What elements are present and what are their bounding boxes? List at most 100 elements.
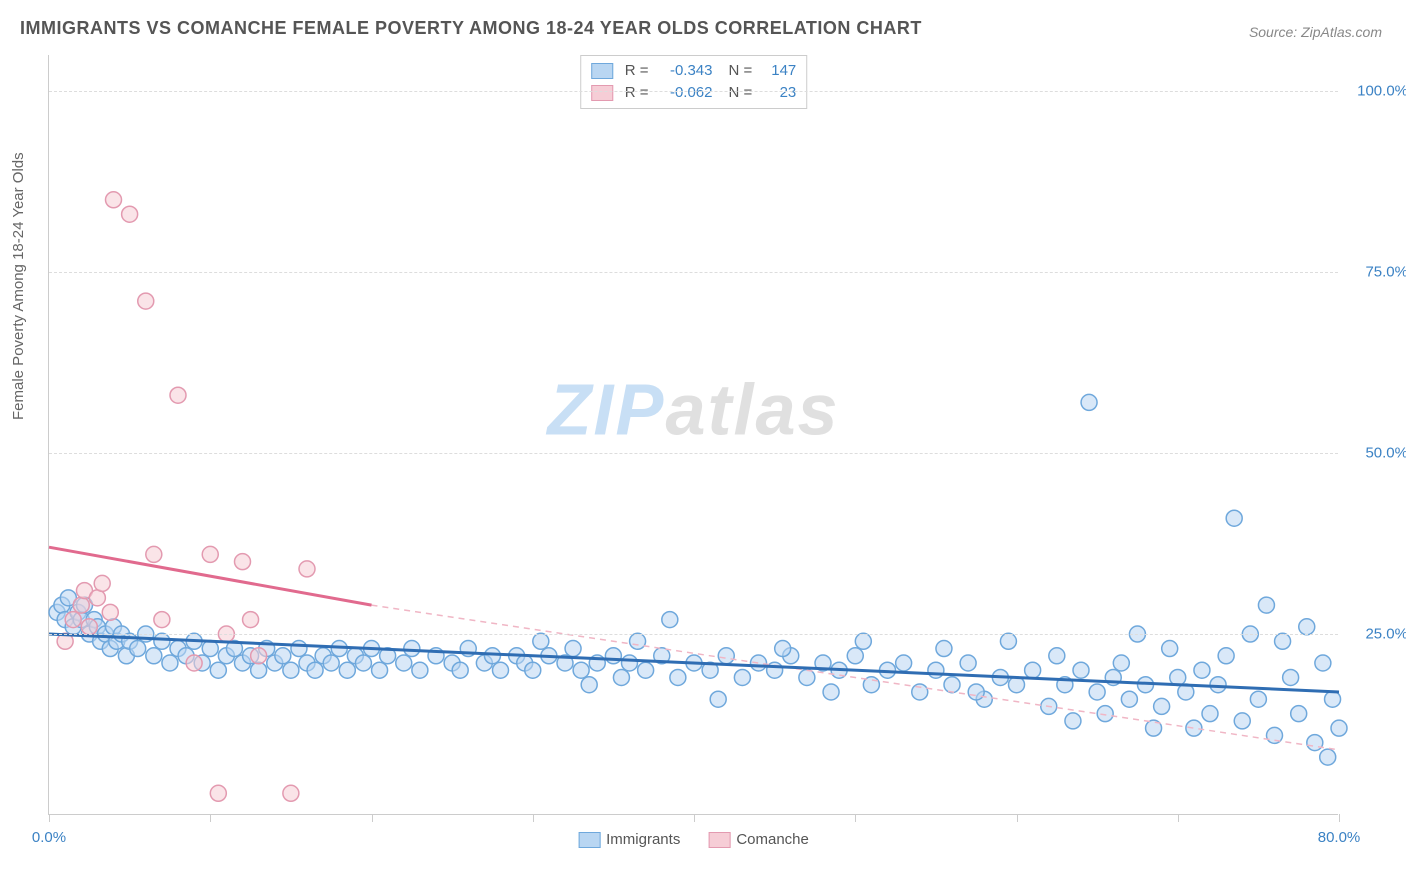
data-point (581, 677, 597, 693)
x-tick (49, 814, 50, 822)
data-point (106, 192, 122, 208)
data-point (1186, 720, 1202, 736)
data-point (355, 655, 371, 671)
data-point (65, 612, 81, 628)
data-point (960, 655, 976, 671)
data-point (670, 669, 686, 685)
data-point (1210, 677, 1226, 693)
scatter-svg (49, 55, 1338, 814)
data-point (81, 619, 97, 635)
data-point (130, 641, 146, 657)
x-tick (372, 814, 373, 822)
data-point (243, 612, 259, 628)
data-point (1307, 735, 1323, 751)
data-point (1089, 684, 1105, 700)
data-point (170, 387, 186, 403)
data-point (1025, 662, 1041, 678)
data-point (630, 633, 646, 649)
data-point (73, 597, 89, 613)
data-point (1325, 691, 1341, 707)
data-point (307, 662, 323, 678)
data-point (210, 785, 226, 801)
data-point (1065, 713, 1081, 729)
data-point (404, 641, 420, 657)
data-point (912, 684, 928, 700)
data-point (896, 655, 912, 671)
data-point (1299, 619, 1315, 635)
x-tick (694, 814, 695, 822)
data-point (573, 662, 589, 678)
data-point (936, 641, 952, 657)
source-attribution: Source: ZipAtlas.com (1249, 24, 1382, 40)
data-point (622, 655, 638, 671)
legend-series: Immigrants Comanche (578, 831, 809, 848)
data-point (1162, 641, 1178, 657)
data-point (452, 662, 468, 678)
data-point (799, 669, 815, 685)
data-point (283, 785, 299, 801)
data-point (210, 662, 226, 678)
data-point (154, 612, 170, 628)
data-point (291, 641, 307, 657)
gridline (49, 453, 1338, 454)
legend-label: Immigrants (606, 831, 680, 848)
data-point (339, 662, 355, 678)
data-point (372, 662, 388, 678)
data-point (968, 684, 984, 700)
data-point (251, 648, 267, 664)
legend-swatch-comanche (708, 832, 730, 848)
data-point (1320, 749, 1336, 765)
data-point (928, 662, 944, 678)
data-point (1258, 597, 1274, 613)
x-tick (1339, 814, 1340, 822)
data-point (275, 648, 291, 664)
chart-title: IMMIGRANTS VS COMANCHE FEMALE POVERTY AM… (20, 18, 922, 39)
data-point (944, 677, 960, 693)
x-tick-label: 0.0% (32, 829, 66, 846)
data-point (186, 655, 202, 671)
legend-label: Comanche (736, 831, 809, 848)
x-tick-label: 80.0% (1318, 829, 1361, 846)
data-point (202, 546, 218, 562)
y-axis-label: Female Poverty Among 18-24 Year Olds (10, 152, 27, 420)
gridline (49, 91, 1338, 92)
data-point (855, 633, 871, 649)
x-tick (1017, 814, 1018, 822)
data-point (1234, 713, 1250, 729)
data-point (638, 662, 654, 678)
data-point (89, 590, 105, 606)
data-point (122, 206, 138, 222)
data-point (1121, 691, 1137, 707)
data-point (613, 669, 629, 685)
data-point (1331, 720, 1347, 736)
data-point (283, 662, 299, 678)
data-point (299, 561, 315, 577)
gridline (49, 272, 1338, 273)
x-tick (533, 814, 534, 822)
data-point (396, 655, 412, 671)
data-point (1194, 662, 1210, 678)
data-point (146, 648, 162, 664)
data-point (162, 655, 178, 671)
legend-item-immigrants: Immigrants (578, 831, 680, 848)
data-point (1154, 698, 1170, 714)
data-point (710, 691, 726, 707)
data-point (525, 662, 541, 678)
x-tick (855, 814, 856, 822)
legend-swatch-immigrants (578, 832, 600, 848)
data-point (1097, 706, 1113, 722)
data-point (1283, 669, 1299, 685)
data-point (1081, 394, 1097, 410)
data-point (154, 633, 170, 649)
y-tick-label: 75.0% (1348, 264, 1406, 281)
data-point (94, 575, 110, 591)
y-tick-label: 100.0% (1348, 83, 1406, 100)
data-point (1073, 662, 1089, 678)
chart-plot-area: ZIPatlas R = -0.343 N = 147 R = -0.062 N… (48, 55, 1338, 815)
gridline (49, 634, 1338, 635)
data-point (734, 669, 750, 685)
data-point (102, 604, 118, 620)
data-point (751, 655, 767, 671)
data-point (1202, 706, 1218, 722)
data-point (1250, 691, 1266, 707)
